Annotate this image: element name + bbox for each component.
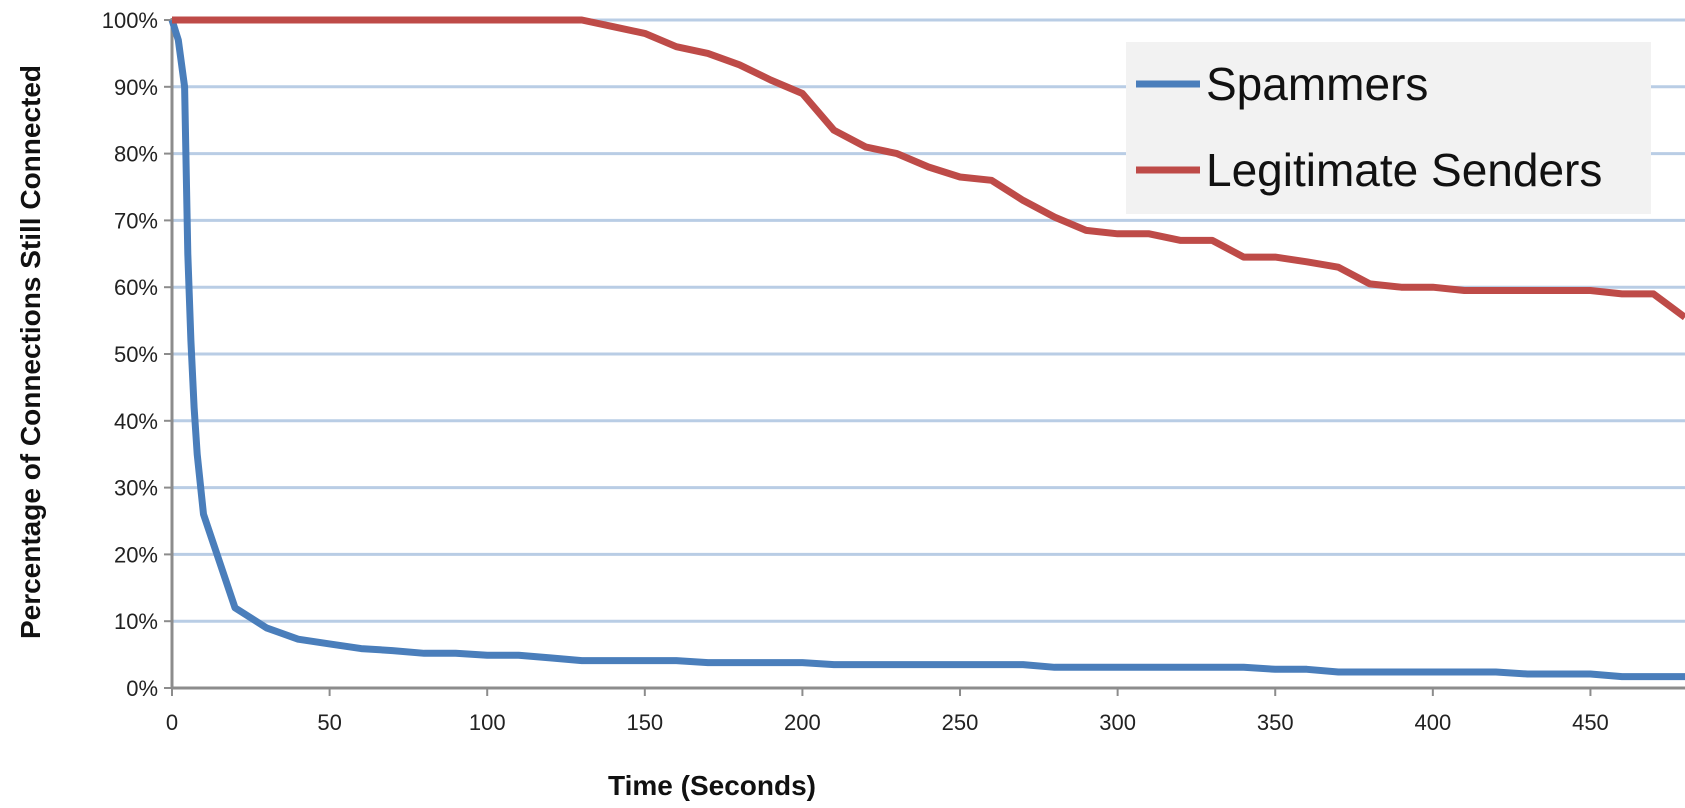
gridlines [172, 18, 1685, 623]
x-tick-label: 100 [469, 710, 506, 735]
series-lines [168, 16, 1685, 681]
y-tick-label: 10% [114, 609, 158, 634]
x-tick-label: 0 [166, 710, 178, 735]
y-tick-label: 50% [114, 342, 158, 367]
y-tick-label: 100% [102, 8, 158, 33]
y-tick-label: 60% [114, 275, 158, 300]
y-axis-title: Percentage of Connections Still Connecte… [15, 65, 46, 639]
x-tick-label: 200 [784, 710, 821, 735]
y-tick-label: 0% [126, 676, 158, 701]
x-tick-label: 400 [1414, 710, 1451, 735]
legend-label-spammers: Spammers [1206, 58, 1428, 110]
legend-box [1126, 42, 1651, 214]
x-tick-label: 150 [626, 710, 663, 735]
x-tick-label: 50 [317, 710, 341, 735]
tick-labels: 0% 10% 20% 30% 40% 50% 60% 70% 80% 90% 100% 0 50 100 1… [102, 8, 1609, 735]
x-tick-label: 350 [1257, 710, 1294, 735]
series-line-legitimate-senders [172, 16, 1685, 321]
y-tick-label: 90% [114, 75, 158, 100]
y-tick-label: 20% [114, 542, 158, 567]
y-tick-label: 40% [114, 409, 158, 434]
legend-label-legitimate-senders: Legitimate Senders [1206, 144, 1602, 196]
series-line-spammers [168, 18, 1685, 681]
x-tick-label: 450 [1572, 710, 1609, 735]
legend: Spammers Legitimate Senders [1126, 42, 1651, 214]
x-axis-title: Time (Seconds) [608, 770, 816, 801]
x-tick-label: 250 [942, 710, 979, 735]
y-tick-label: 80% [114, 142, 158, 167]
x-tick-label: 300 [1099, 710, 1136, 735]
y-tick-label: 30% [114, 476, 158, 501]
y-tick-label: 70% [114, 208, 158, 233]
axes [164, 18, 1685, 696]
